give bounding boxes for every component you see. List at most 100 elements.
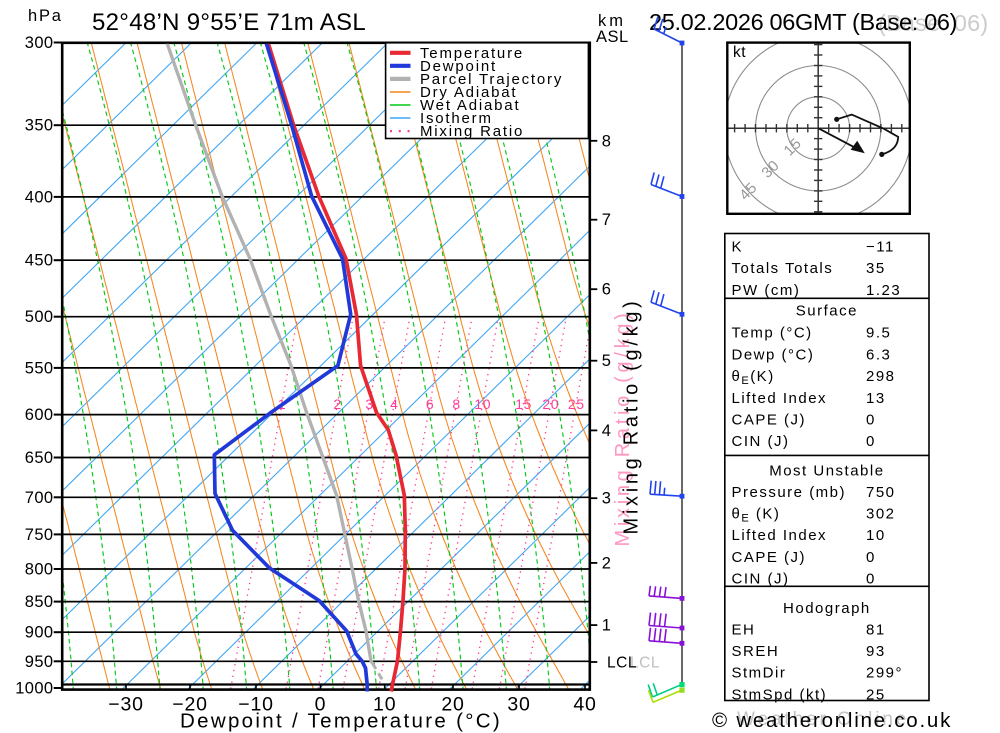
svg-text:0: 0 <box>866 433 876 450</box>
svg-text:Temperature: Temperature <box>420 45 524 62</box>
svg-text:900: 900 <box>25 624 54 642</box>
svg-text:−30: −30 <box>108 694 143 716</box>
svg-text:Most Unstable: Most Unstable <box>769 462 884 479</box>
svg-text:10: 10 <box>474 396 491 412</box>
svg-text:Mixing Ratio (g/kg): Mixing Ratio (g/kg) <box>612 309 634 546</box>
svg-text:299°: 299° <box>866 665 903 682</box>
svg-text:km: km <box>598 12 626 30</box>
svg-text:2: 2 <box>602 554 612 572</box>
svg-text:7: 7 <box>602 211 612 229</box>
svg-text:Dewp (°C): Dewp (°C) <box>732 347 815 364</box>
svg-text:35: 35 <box>866 260 886 277</box>
svg-text:25: 25 <box>866 686 886 703</box>
svg-text:SREH: SREH <box>732 643 780 660</box>
svg-text:hPa: hPa <box>28 7 63 25</box>
svg-text:θE(K): θE(K) <box>732 368 775 387</box>
svg-text:Lifted Index: Lifted Index <box>732 390 828 407</box>
svg-text:0: 0 <box>866 570 876 587</box>
svg-text:1.23: 1.23 <box>866 282 901 299</box>
svg-text:© weatheronline.co.uk: © weatheronline.co.uk <box>712 709 952 732</box>
svg-text:StmDir: StmDir <box>732 665 787 682</box>
svg-text:LCL: LCL <box>630 655 660 672</box>
svg-text:6.3: 6.3 <box>866 347 891 364</box>
svg-text:4: 4 <box>390 396 398 412</box>
svg-text:350: 350 <box>25 117 54 135</box>
svg-text:40: 40 <box>573 694 596 716</box>
svg-text:600: 600 <box>25 406 54 424</box>
svg-text:650: 650 <box>25 449 54 467</box>
svg-text:Pressure (mb): Pressure (mb) <box>732 484 847 501</box>
svg-text:6: 6 <box>426 396 434 412</box>
svg-text:750: 750 <box>25 526 54 544</box>
svg-text:2: 2 <box>333 396 341 412</box>
svg-text:15: 15 <box>515 396 532 412</box>
svg-text:ASL: ASL <box>596 28 629 46</box>
svg-text:−10: −10 <box>238 694 273 716</box>
svg-text:300: 300 <box>25 34 54 52</box>
svg-text:3: 3 <box>602 490 612 508</box>
svg-text:8: 8 <box>602 132 612 150</box>
svg-text:10: 10 <box>866 527 886 544</box>
svg-text:Hodograph: Hodograph <box>783 600 871 617</box>
svg-text:Lifted Index: Lifted Index <box>732 527 828 544</box>
svg-text:Wet Adiabat: Wet Adiabat <box>420 97 520 114</box>
svg-text:CIN (J): CIN (J) <box>732 433 790 450</box>
svg-text:10: 10 <box>373 694 396 716</box>
svg-text:EH: EH <box>732 622 756 639</box>
svg-text:StmSpd (kt): StmSpd (kt) <box>732 686 828 703</box>
svg-text:6: 6 <box>602 281 612 299</box>
svg-text:θE (K): θE (K) <box>732 506 781 525</box>
svg-text:CAPE (J): CAPE (J) <box>732 549 807 566</box>
svg-text:8: 8 <box>452 396 460 412</box>
svg-text:CAPE (J): CAPE (J) <box>732 412 807 429</box>
svg-text:400: 400 <box>25 188 54 206</box>
svg-text:Mixing Ratio: Mixing Ratio <box>420 123 524 140</box>
svg-text:5: 5 <box>602 352 612 370</box>
svg-text:1: 1 <box>602 617 612 635</box>
svg-text:500: 500 <box>25 308 54 326</box>
svg-text:Dewpoint: Dewpoint <box>420 58 497 75</box>
svg-text:13: 13 <box>866 390 886 407</box>
svg-text:(Base: 06): (Base: 06) <box>878 10 988 36</box>
svg-text:Weather Online: Weather Online <box>737 709 909 730</box>
svg-text:950: 950 <box>25 653 54 671</box>
svg-text:20: 20 <box>542 396 559 412</box>
svg-text:Temp (°C): Temp (°C) <box>732 325 813 342</box>
svg-text:0: 0 <box>866 412 876 429</box>
svg-text:0: 0 <box>315 694 327 716</box>
svg-text:Parcel Trajectory: Parcel Trajectory <box>420 71 563 88</box>
svg-text:700: 700 <box>25 489 54 507</box>
svg-text:25.02.2026 06GMT (Base: 06): 25.02.2026 06GMT (Base: 06) <box>649 9 957 35</box>
svg-text:81: 81 <box>866 622 886 639</box>
svg-text:Surface: Surface <box>796 303 858 320</box>
svg-text:298: 298 <box>866 368 896 385</box>
svg-text:−11: −11 <box>866 239 895 256</box>
svg-text:3: 3 <box>365 396 373 412</box>
svg-text:20: 20 <box>441 694 464 716</box>
svg-text:PW (cm): PW (cm) <box>732 282 801 299</box>
svg-text:Mixing Ratio (g/kg): Mixing Ratio (g/kg) <box>621 297 643 534</box>
svg-text:850: 850 <box>25 593 54 611</box>
svg-text:750: 750 <box>866 484 896 501</box>
svg-text:1000: 1000 <box>15 680 53 698</box>
svg-text:800: 800 <box>25 561 54 579</box>
svg-text:550: 550 <box>25 359 54 377</box>
svg-text:kt: kt <box>733 44 746 61</box>
svg-text:Isotherm: Isotherm <box>420 110 493 127</box>
svg-text:0: 0 <box>866 549 876 566</box>
svg-text:25: 25 <box>568 396 585 412</box>
svg-text:CIN (J): CIN (J) <box>732 570 790 587</box>
svg-text:52°48’N 9°55’E 71m ASL: 52°48’N 9°55’E 71m ASL <box>92 9 366 36</box>
svg-text:4: 4 <box>602 422 612 440</box>
svg-text:Totals Totals: Totals Totals <box>732 260 834 277</box>
svg-text:K: K <box>732 239 744 256</box>
svg-text:30: 30 <box>507 694 530 716</box>
svg-text:9.5: 9.5 <box>866 325 891 342</box>
svg-text:Dewpoint / Temperature (°C): Dewpoint / Temperature (°C) <box>180 710 502 733</box>
svg-text:LCL: LCL <box>607 655 637 672</box>
svg-text:−20: −20 <box>172 694 207 716</box>
svg-text:93: 93 <box>866 643 886 660</box>
svg-text:Dry Adiabat: Dry Adiabat <box>420 84 517 101</box>
svg-text:450: 450 <box>25 252 54 270</box>
svg-text:302: 302 <box>866 506 896 523</box>
